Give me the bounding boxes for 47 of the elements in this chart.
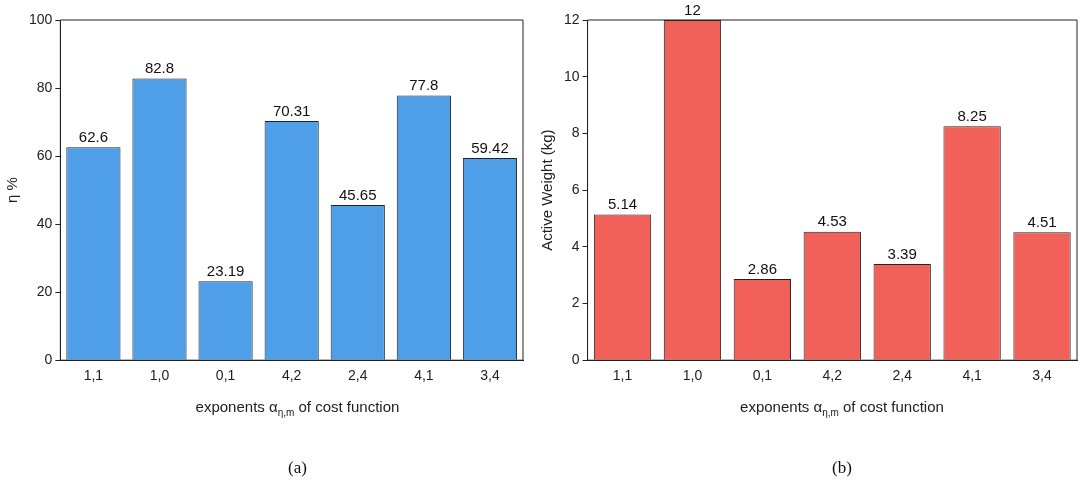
y-tick-label: 12	[563, 10, 580, 27]
y-tick-label: 2	[571, 294, 580, 311]
data-label: 45.65	[339, 185, 377, 203]
y-axis-title: η %	[3, 177, 21, 204]
data-label: 8.25	[957, 106, 987, 124]
data-label: 3.39	[887, 244, 917, 262]
y-tick-label: 10	[563, 67, 580, 84]
x-tick-label: 1,0	[682, 367, 703, 384]
x-tick-label: 3,4	[480, 367, 500, 384]
x-tick-label: 1,1	[83, 367, 104, 384]
x-tick-label: 3,4	[1032, 367, 1052, 384]
x-tick-label: 4,1	[414, 367, 434, 384]
y-tick-label: 60	[36, 146, 53, 163]
x-tick-label: 0,1	[215, 367, 236, 384]
x-tick-label: 4,2	[281, 367, 302, 384]
data-label: 4.53	[817, 212, 847, 230]
y-tick-label: 80	[36, 78, 53, 95]
x-tick-label: 2,4	[348, 367, 368, 384]
data-label: 62.6	[78, 127, 109, 145]
y-tick-label: 8	[571, 124, 580, 141]
y-tick-label: 4	[571, 237, 580, 254]
text: (b)	[831, 458, 853, 478]
y-tick-label: 100	[29, 10, 53, 27]
data-label: 4.51	[1027, 212, 1057, 230]
data-label: 12	[684, 0, 701, 18]
y-tick-label: 20	[36, 283, 53, 300]
data-label: 70.31	[272, 101, 311, 119]
y-tick-label: 0	[571, 351, 580, 368]
data-label: 2.86	[747, 259, 777, 277]
x-axis-title: exponents α$_{η,m}$ of cost function	[739, 398, 945, 418]
y-tick-label: 6	[571, 180, 580, 197]
x-tick-label: 0,1	[752, 367, 773, 384]
y-tick-label: 40	[36, 214, 53, 231]
data-label: 77.8	[409, 76, 439, 94]
text: (a)	[287, 458, 308, 478]
x-tick-label: 4,1	[962, 367, 983, 384]
x-axis-title: exponents α$_{η,m}$ of cost function	[194, 398, 401, 418]
x-tick-label: 1,0	[149, 367, 170, 384]
x-tick-label: 1,1	[612, 367, 633, 384]
x-tick-label: 4,2	[822, 367, 843, 384]
y-tick-label: 0	[44, 351, 53, 368]
data-label: 59.42	[471, 138, 509, 156]
y-axis-title: Active Weight (kg)	[538, 129, 556, 251]
data-label: 5.14	[607, 195, 638, 213]
data-label: 82.8	[144, 59, 175, 77]
x-tick-label: 2,4	[892, 367, 913, 384]
data-label: 23.19	[206, 261, 245, 279]
